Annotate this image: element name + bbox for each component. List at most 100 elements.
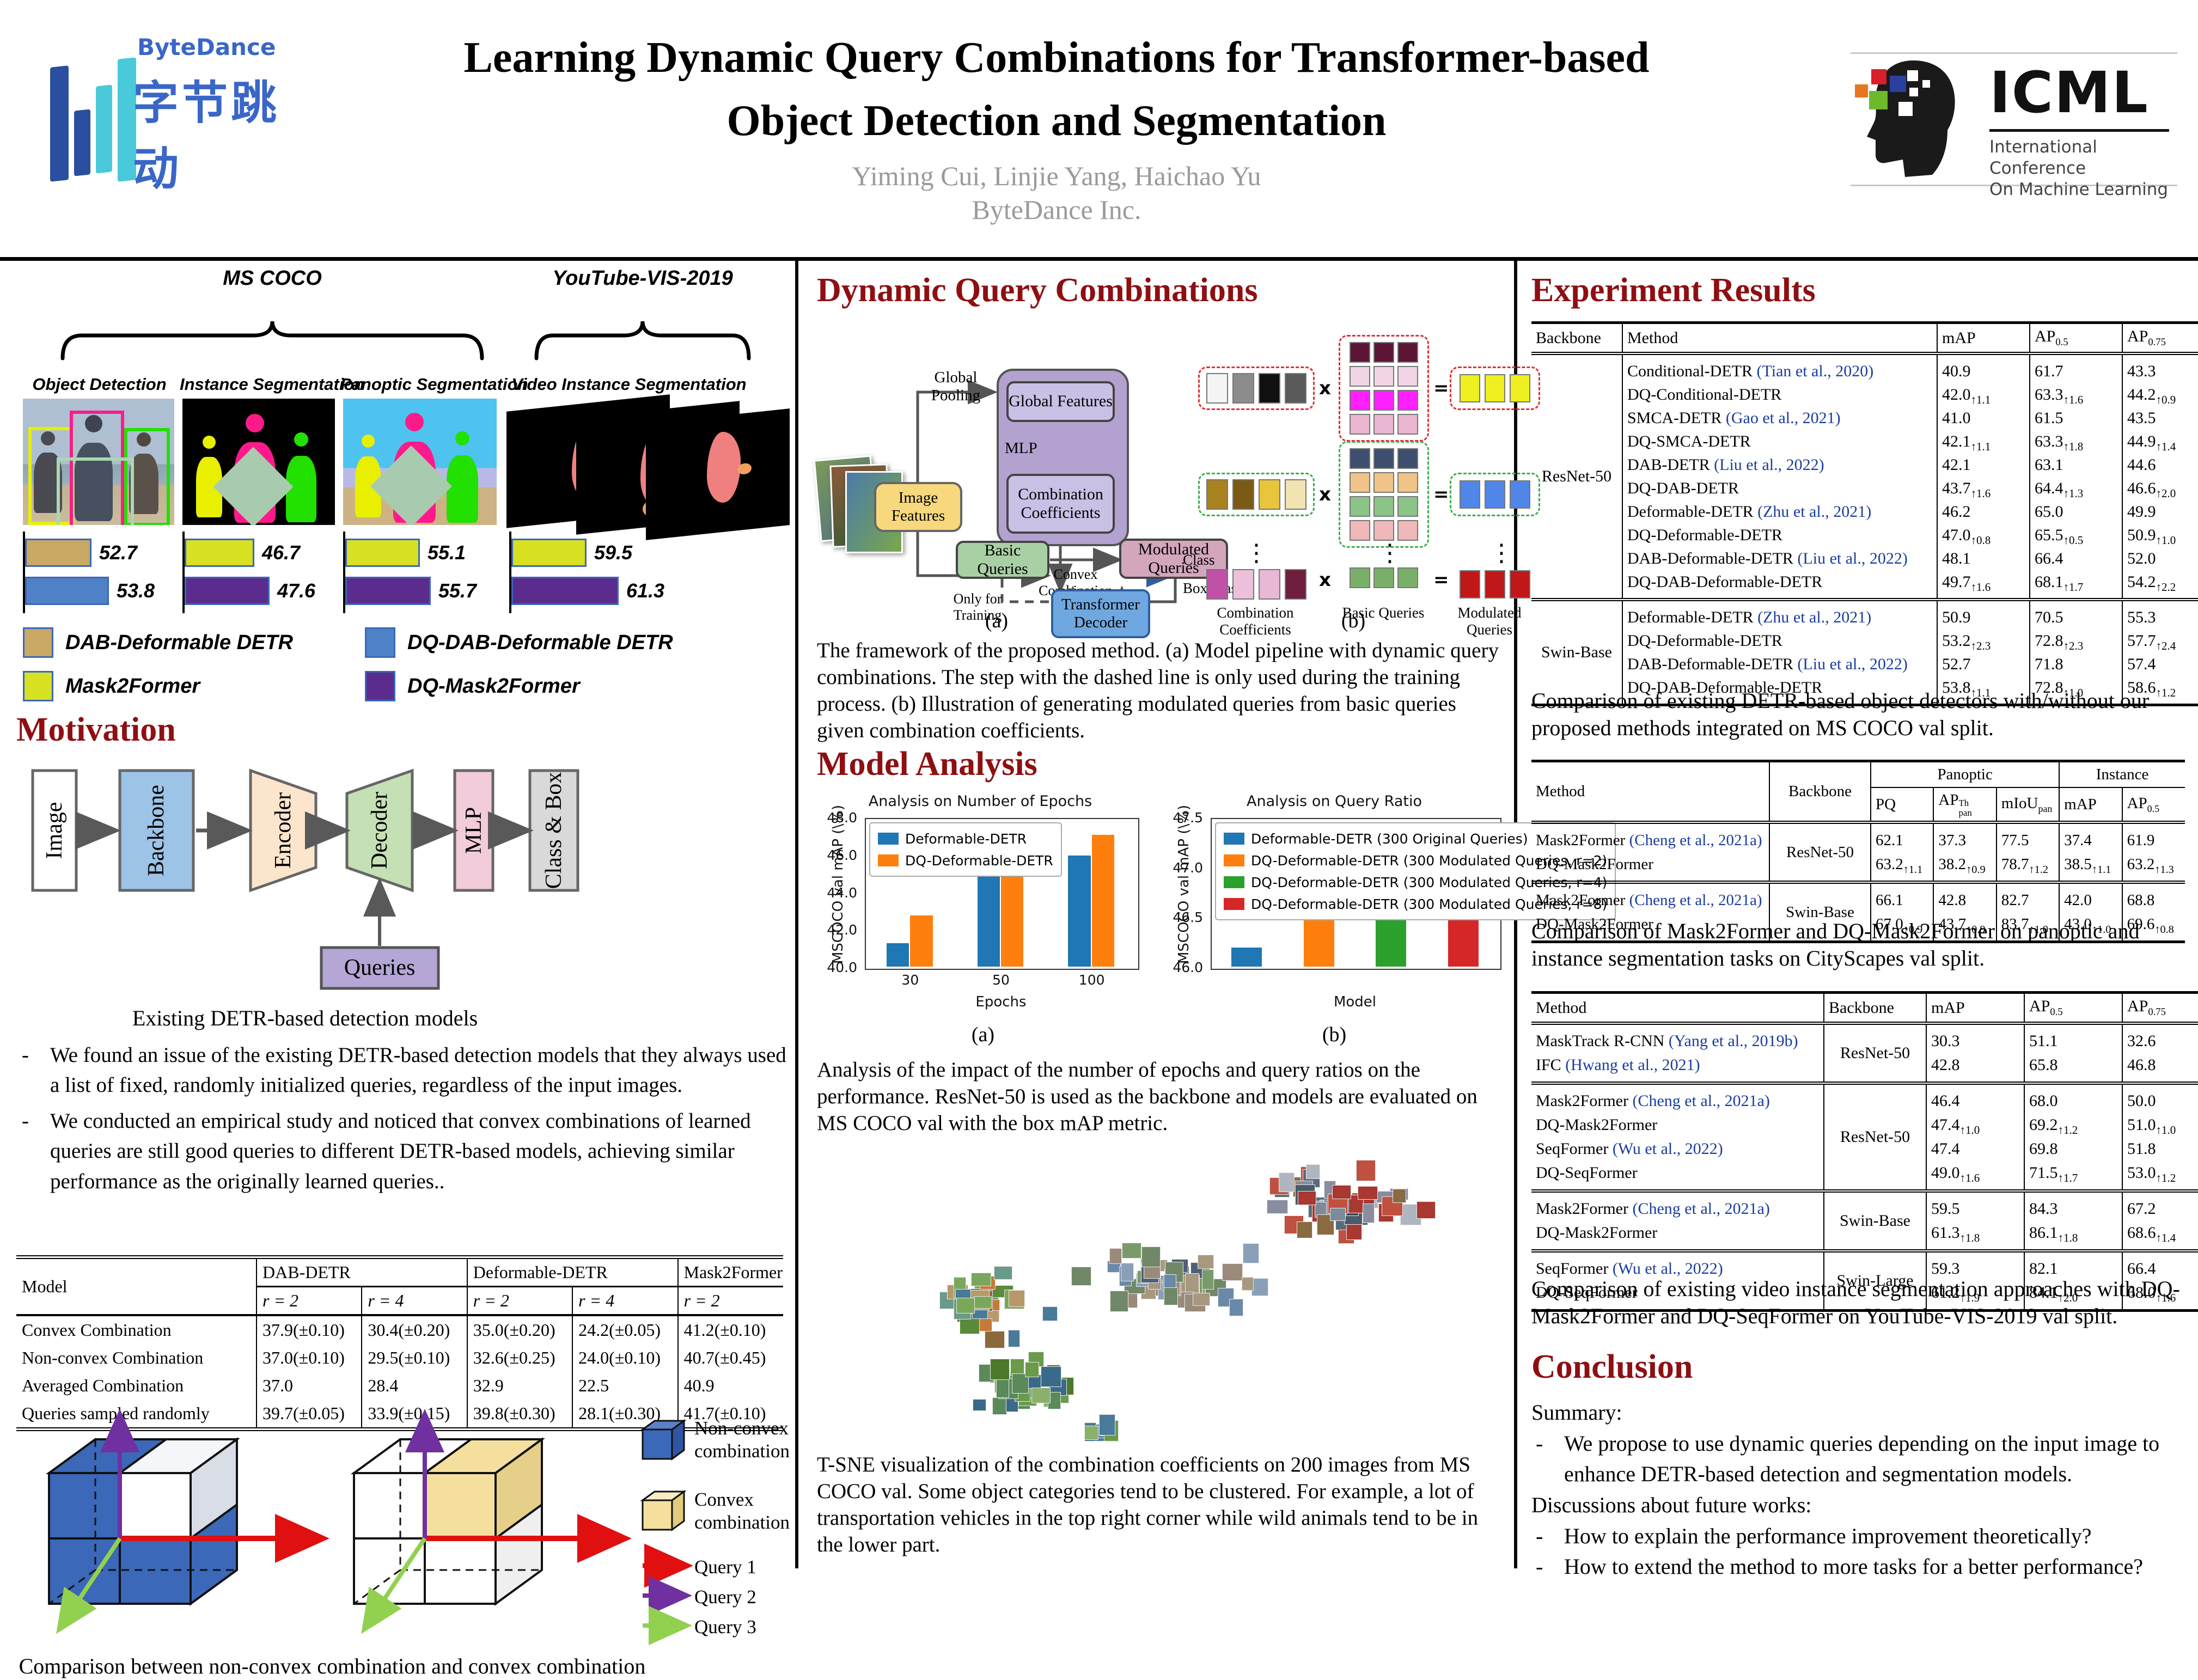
improvement-delta: ↑1.6 [1971,581,1991,594]
modulated-query-square [1485,570,1505,598]
icml-logo: ICML International Conference On Machine… [1851,52,2177,186]
tsne-thumbnail [1251,1278,1268,1296]
method-line: DQ-DAB-Deformable-DETR [1627,570,1932,594]
chart-legend-swatch [878,854,899,866]
basic-query-square [1373,520,1394,541]
citation: (Yang et al., 2019b) [1669,1032,1798,1050]
value-line: 43.7↑1.6 [1942,476,2025,500]
dataset-label-coco: MS COCO [82,267,463,290]
value-line: 37.3 [1938,828,1991,852]
combo-value-cell: 40.9 [678,1372,783,1400]
tsne-thumbnail [1297,1221,1312,1238]
basic-query-square [1373,472,1394,493]
basic-query-square [1350,496,1370,517]
combination-coefficients-group [1198,366,1315,410]
table-header-cell: AP0.5 [2030,323,2122,354]
chart-ytick: 40.0 [817,960,857,975]
combo-value-cell: 24.2(±0.05) [572,1315,677,1344]
tsne-thumbnail [1084,1426,1098,1440]
intro-bar-value: 61.3 [626,579,664,602]
task-label-panoptic: Panoptic Segmentation [340,375,501,394]
tsne-thumbnail [1363,1204,1375,1223]
table-subheader-cell: mIoUpan [1996,787,2059,822]
conclusion-summary-bullet: We propose to use dynamic queries depend… [1531,1428,2185,1489]
tsne-thumbnail [1042,1306,1058,1321]
improvement-delta: ↑1.0 [2156,1123,2176,1137]
coefficient-square [1232,373,1254,404]
framework-diagram: Global Pooling Image Features Global Fea… [817,319,1506,607]
chart-legend-row: DQ-Deformable-DETR [878,850,1053,871]
basic-query-square [1397,366,1418,387]
value-line: 77.5 [2001,828,2054,852]
value-line: 65.8 [2029,1053,2117,1077]
dataset-label-ytvis: YouTube-VIS-2019 [528,267,757,290]
pipeline-label-image: Image [42,802,67,859]
modulated-queries-group [1450,473,1540,516]
modulated-query-square [1510,570,1530,598]
chart-legend-swatch [878,833,899,845]
section-heading-conclusion: Conclusion [1531,1348,1693,1386]
chart-ytick: 46.5 [1163,909,1203,925]
legend-label: DAB-Deformable DETR [65,631,293,655]
tsne-thumbnail [956,1298,975,1314]
chart-ytick: 42.0 [817,922,857,938]
intro-bar-value: 52.7 [99,541,137,564]
value-line: 63.3↑1.8 [2035,430,2117,453]
framework-sublabel-b: (b) [1326,609,1381,633]
improvement-delta: ↑1.6 [1971,487,1991,500]
value-line: 68.1↑1.7 [2035,570,2117,594]
legend-item: DQ-Mask2Former [365,671,580,701]
tsne-thumbnail [1198,1255,1214,1269]
conclusion-future-bullet: How to extend the method to more tasks f… [1531,1551,2185,1582]
tsne-thumbnail [979,1318,992,1331]
value-line: 42.0 [2064,888,2117,912]
basic-query-row [1350,520,1418,541]
tsne-thumbnail [1229,1299,1243,1316]
noncvx-cube [49,1418,319,1627]
basic-query-square [1373,448,1394,469]
method-line: SeqFormer (Wu et al., 2022) [1536,1137,1819,1161]
method-line: DQ-Mask2Former [1536,852,1764,876]
chart-ytick: 46.0 [1163,960,1203,975]
table-header-cell: Backbone [1769,761,1871,823]
chart-ytick: 44.0 [817,885,857,901]
intro-bar [25,577,109,605]
value-line: 49.7↑1.6 [1942,570,2025,594]
basic-query-square [1397,567,1418,588]
value-line: 38.2↑0.9 [1938,852,1991,876]
ellipsis-dots: ⋮ [1244,543,1268,563]
value-line: 44.6 [2127,453,2198,476]
improvement-delta: ↑0.5 [2063,534,2084,547]
combo-value-cell: 37.9(±0.10) [257,1315,362,1344]
task-label-vis: Video Instance Segmentation [509,375,749,394]
affiliation: ByteDance Inc. [338,194,1775,225]
combo-value-cell: 37.0(±0.10) [257,1344,362,1372]
tsne-thumbnail [1393,1189,1406,1203]
modulated-query-square [1510,374,1530,402]
coefficient-square [1206,373,1228,404]
basic-query-square [1397,342,1418,363]
basic-query-square [1350,520,1370,541]
intro-bar [511,539,587,567]
value-line: 44.2↑0.9 [2127,383,2198,406]
method-line: DQ-Deformable-DETR [1627,629,1932,652]
tsne-thumbnail [1109,1248,1122,1264]
method-line: Deformable-DETR (Zhu et al., 2021) [1627,606,1932,629]
sample-image-panoptic-seg [343,399,497,525]
coefficient-square [1285,373,1306,404]
chart-sublabel-a: (a) [956,1023,1010,1047]
box-global-features: Global Features [1006,381,1115,422]
table-subheader-cell: PQ [1871,787,1933,822]
value-line: 61.5 [2035,406,2117,430]
legend-label: DQ-DAB-Deformable DETR [407,631,673,655]
value-line: 70.5 [2035,606,2117,629]
